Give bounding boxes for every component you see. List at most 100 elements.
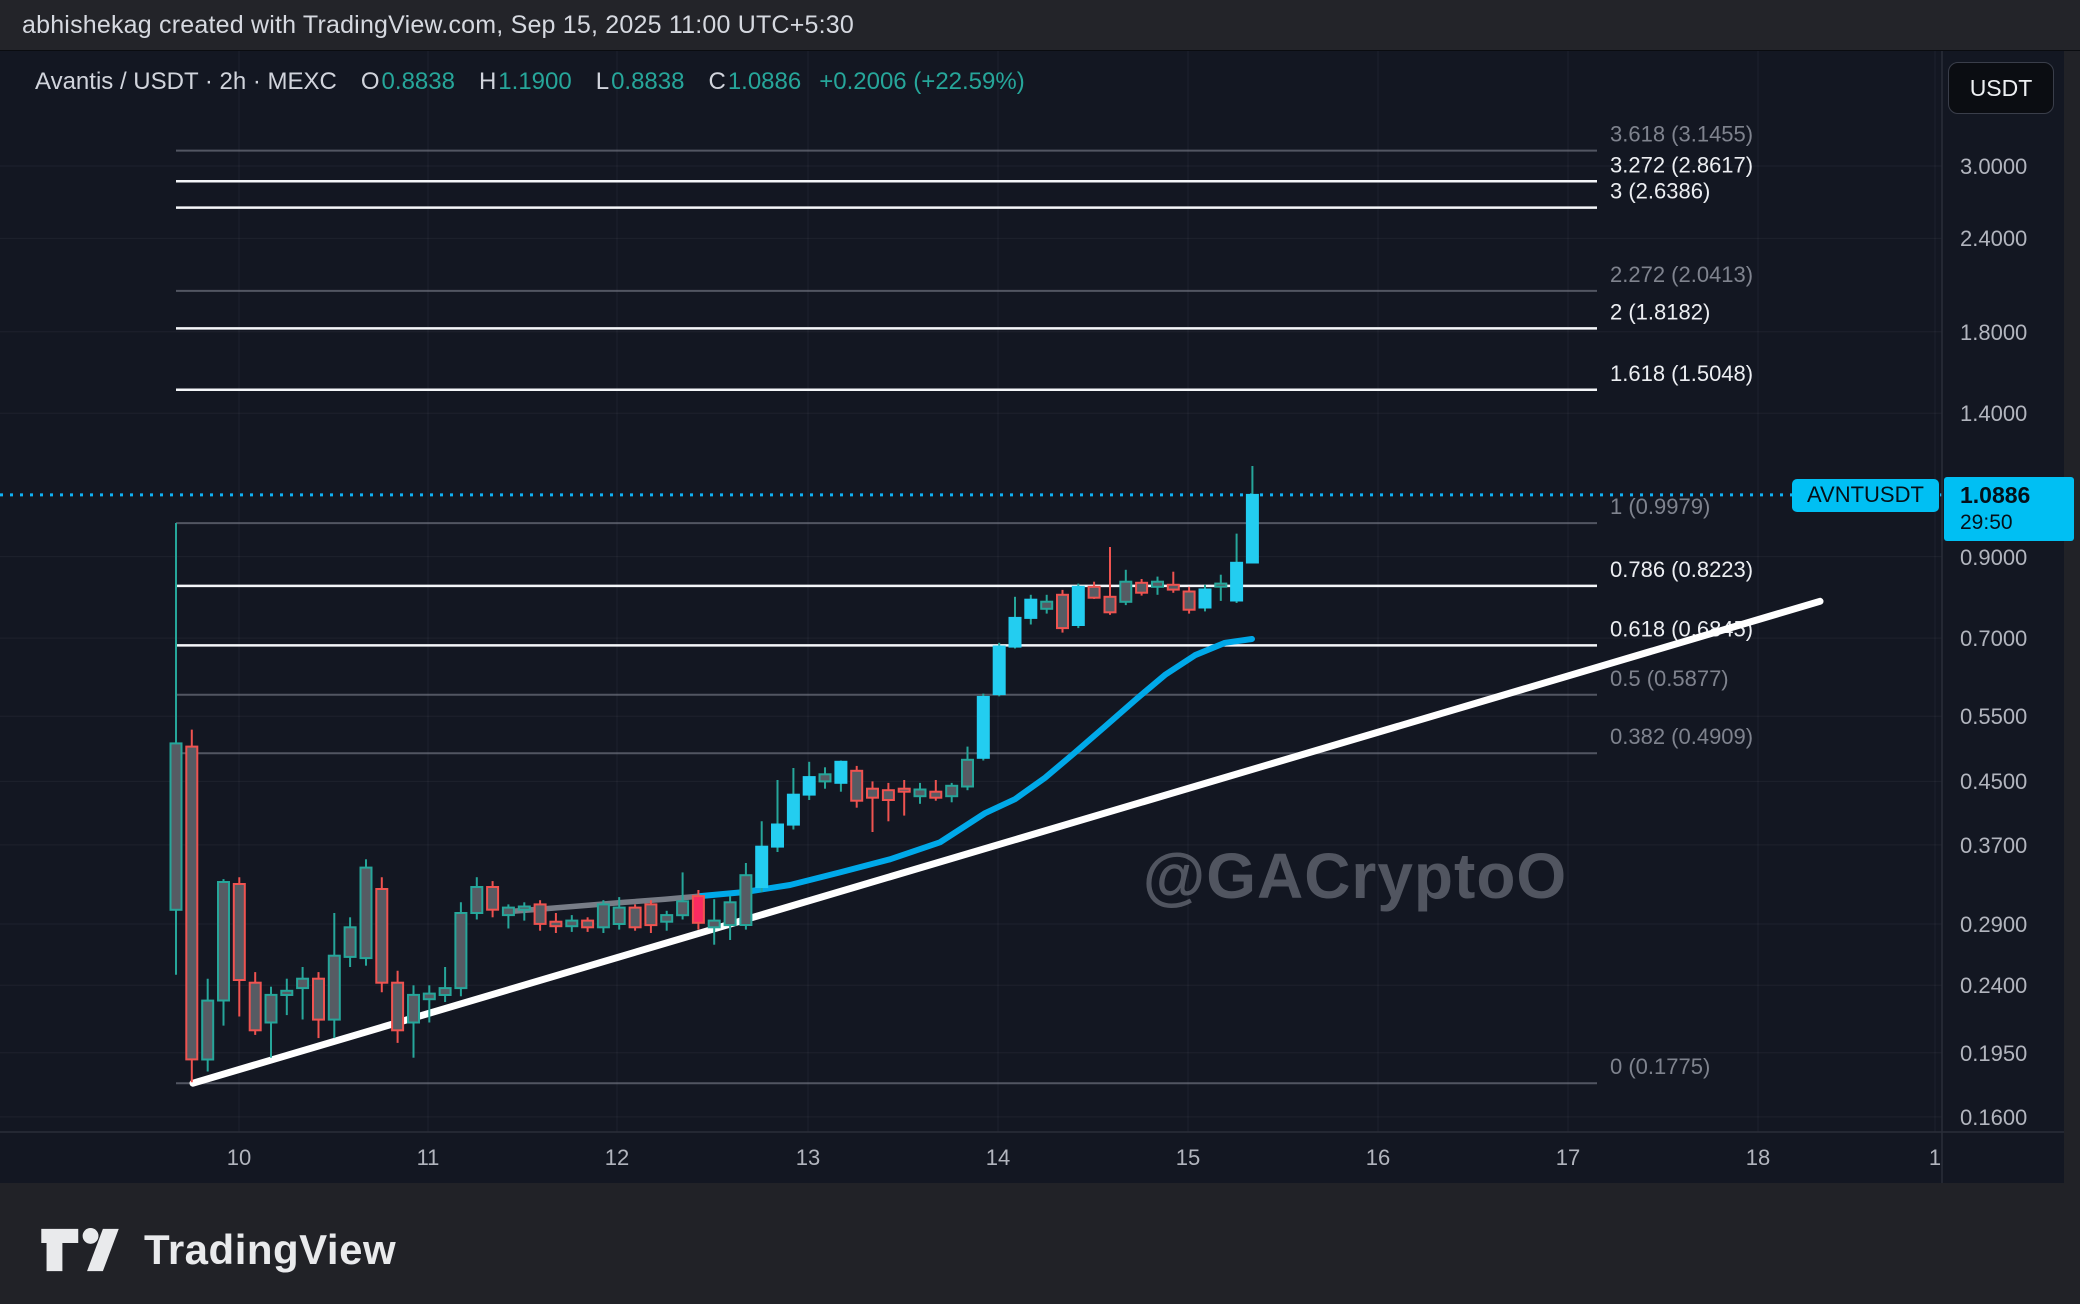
tradingview-logo-text: TradingView [144, 1226, 397, 1273]
candle [881, 789, 895, 802]
currency-usdt-button[interactable]: USDT [1948, 62, 2054, 114]
high-label: H [478, 68, 497, 95]
fib-label-3.272: 3.272 (2.8617) [1610, 152, 1753, 177]
candle [375, 888, 389, 984]
candle [771, 823, 784, 848]
candle [612, 906, 626, 925]
time-tick-18: 18 [1745, 1145, 1771, 1170]
fib-label-2.272: 2.272 (2.0413) [1610, 262, 1753, 287]
candle [755, 845, 769, 889]
fib-label-0.382: 0.382 (0.4909) [1610, 724, 1753, 749]
candle [1087, 585, 1101, 599]
fib-label-3: 3 (2.6386) [1610, 179, 1710, 204]
candle [818, 773, 832, 783]
time-tick-12: 12 [604, 1145, 630, 1170]
tradingview-logo-icon [41, 1228, 119, 1272]
candle [185, 745, 199, 1061]
time-tick-16: 16 [1365, 1145, 1391, 1170]
watermark: @GACryptoO [1143, 840, 1567, 912]
price-tick-1.8000: 1.8000 [1960, 319, 2028, 345]
candle [1166, 583, 1180, 591]
attribution-text: abhishekag created with TradingView.com,… [22, 10, 854, 39]
candle [201, 999, 215, 1061]
candle [533, 903, 547, 925]
candle [248, 981, 262, 1032]
candle [1214, 582, 1228, 588]
price-tick-2.4000: 2.4000 [1960, 226, 2028, 252]
change-value: +0.2006 (+22.59%) [819, 68, 1025, 95]
candle [486, 886, 500, 911]
candle [454, 912, 468, 990]
time-tick-10: 10 [226, 1145, 252, 1170]
price-tick-3.0000: 3.0000 [1960, 154, 2028, 179]
symbol-title[interactable]: Avantis / USDT · 2h · MEXC [35, 68, 337, 95]
candle [169, 742, 183, 911]
fib-label-1: 1 (0.9979) [1610, 494, 1710, 519]
fib-label-0.786: 0.786 (0.8223) [1610, 557, 1753, 582]
last-price-value: 1.0886 [1960, 481, 2031, 508]
fib-label-1.618: 1.618 (1.5048) [1610, 361, 1753, 386]
candle [407, 993, 420, 1024]
candle [961, 758, 974, 788]
candle [232, 883, 246, 981]
candle [1056, 593, 1069, 630]
candle [438, 987, 452, 996]
time-tick-13: 13 [795, 1145, 821, 1170]
price-tick-0.4500: 0.4500 [1960, 769, 2028, 795]
candle [691, 895, 705, 924]
candle [1008, 616, 1022, 648]
candle [1245, 493, 1259, 564]
candle [296, 977, 310, 990]
candle [1198, 588, 1212, 609]
price-tick-0.1950: 0.1950 [1960, 1040, 2028, 1066]
bottom-strip: TradingView [0, 1183, 2080, 1304]
fib-label-0.5: 0.5 (0.5877) [1610, 666, 1729, 691]
ma-line-rising [697, 636, 1255, 900]
candle [786, 793, 800, 826]
candle [676, 900, 690, 917]
symbol-header: Avantis / USDT · 2h · MEXC O0.8838 H1.1900… [35, 68, 1025, 96]
tradingview-logo[interactable]: TradingView [36, 1222, 396, 1278]
candle [834, 760, 848, 784]
candle [707, 919, 721, 929]
fib-label-2: 2 (1.8182) [1610, 299, 1710, 324]
attribution-bar: abhishekag created with TradingView.com,… [0, 0, 2080, 51]
candle [897, 787, 911, 793]
candle [929, 790, 943, 799]
price-tick-1.4000: 1.4000 [1960, 401, 2028, 427]
time-tick-1: 1 [1928, 1145, 1942, 1170]
price-tick-0.1600: 0.1600 [1960, 1104, 2028, 1130]
price-tick-0.3700: 0.3700 [1960, 832, 2028, 858]
candle [596, 903, 610, 929]
candle [1135, 581, 1149, 594]
candle [391, 981, 405, 1032]
candle [549, 920, 563, 928]
candle [264, 993, 278, 1024]
price-chart-pane[interactable]: @GACryptoO 3.618 (3.1455) 3.272 (2.8617)3 … [0, 0, 2064, 1183]
fib-label-0: 0 (0.1775) [1610, 1054, 1710, 1079]
candle [1040, 600, 1054, 610]
candle [976, 695, 990, 759]
candle [1071, 585, 1085, 626]
candle [660, 914, 674, 923]
time-tick-15: 15 [1175, 1145, 1201, 1170]
candle [802, 776, 816, 796]
price-tick-0.5500: 0.5500 [1960, 704, 2028, 730]
time-tick-11: 11 [416, 1145, 440, 1170]
candle [945, 784, 959, 798]
fib-label-3.618: 3.618 (3.1455) [1610, 122, 1753, 147]
close-value: 1.0886 [727, 68, 802, 95]
candle [1151, 580, 1164, 588]
candle [343, 926, 357, 958]
low-value: 0.8838 [611, 68, 685, 95]
candle [1103, 595, 1117, 614]
price-tick-0.9000: 0.9000 [1960, 544, 2028, 570]
candle [517, 905, 531, 911]
candle [850, 769, 864, 802]
low-label: L [595, 68, 610, 95]
candle [581, 919, 595, 929]
symbol-price-flag: AVNTUSDT [1792, 478, 1939, 512]
time-tick-14: 14 [985, 1145, 1011, 1170]
candle [739, 874, 753, 927]
price-tick-0.2900: 0.2900 [1960, 911, 2028, 937]
